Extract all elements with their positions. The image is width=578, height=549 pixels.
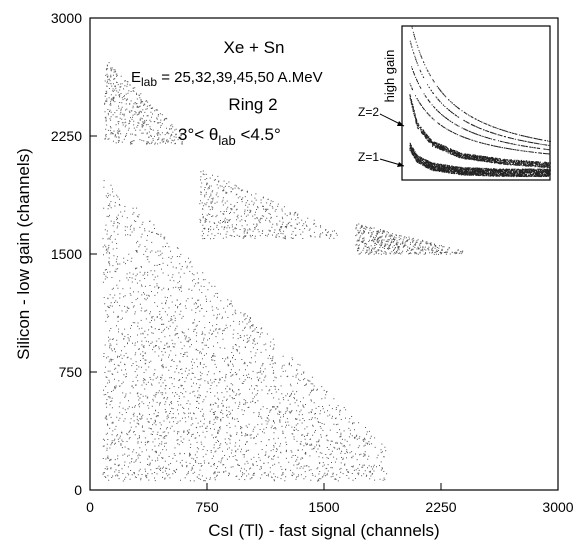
x-tick-label: 750: [195, 499, 219, 515]
energy-annotation: Elab = 25,32,39,45,50 A.MeV: [131, 69, 323, 89]
angle-annotation: 3°< θlab <4.5°: [178, 125, 281, 148]
energy-subscript: lab: [141, 75, 157, 89]
inset-label-z2: Z=2: [358, 105, 379, 119]
main-scatter-points: [102, 62, 464, 482]
inset-frame: [401, 25, 551, 181]
angle-high: <4.5°: [236, 125, 281, 144]
angle-low: 3°< θ: [178, 125, 218, 144]
inset-title: high gain: [382, 50, 397, 103]
y-tick-label: 0: [74, 482, 82, 498]
y-tick-label: 750: [59, 364, 83, 380]
energy-values: = 25,32,39,45,50 A.MeV: [157, 69, 323, 86]
main-scatter-density: [102, 62, 464, 482]
reaction-title: Xe + Sn: [224, 38, 285, 57]
y-tick-label: 3000: [51, 10, 82, 26]
y-axis-ticks: 0 750 1500 2250 3000: [51, 10, 97, 498]
inset-arrowhead-z1: [397, 162, 404, 167]
inset-arrowhead-z2: [397, 121, 404, 126]
energy-prefix: E: [131, 69, 141, 86]
x-axis-label: CsI (Tl) - fast signal (channels): [208, 521, 439, 540]
y-tick-label: 2250: [51, 128, 82, 144]
inset-scatter-density: [409, 26, 551, 178]
y-tick-label: 1500: [51, 246, 82, 262]
x-tick-label: 3000: [542, 499, 573, 515]
inset-label-z1: Z=1: [358, 150, 379, 164]
x-tick-label: 2250: [425, 499, 456, 515]
x-axis-ticks: 0 750 1500 2250 3000: [86, 483, 574, 515]
x-tick-label: 1500: [308, 499, 339, 515]
inset-scatter-points: [409, 26, 551, 178]
y-axis-label: Silicon - low gain (channels): [14, 148, 33, 360]
ring-annotation: Ring 2: [228, 95, 277, 114]
x-tick-label: 0: [86, 499, 94, 515]
angle-subscript: lab: [218, 133, 235, 148]
